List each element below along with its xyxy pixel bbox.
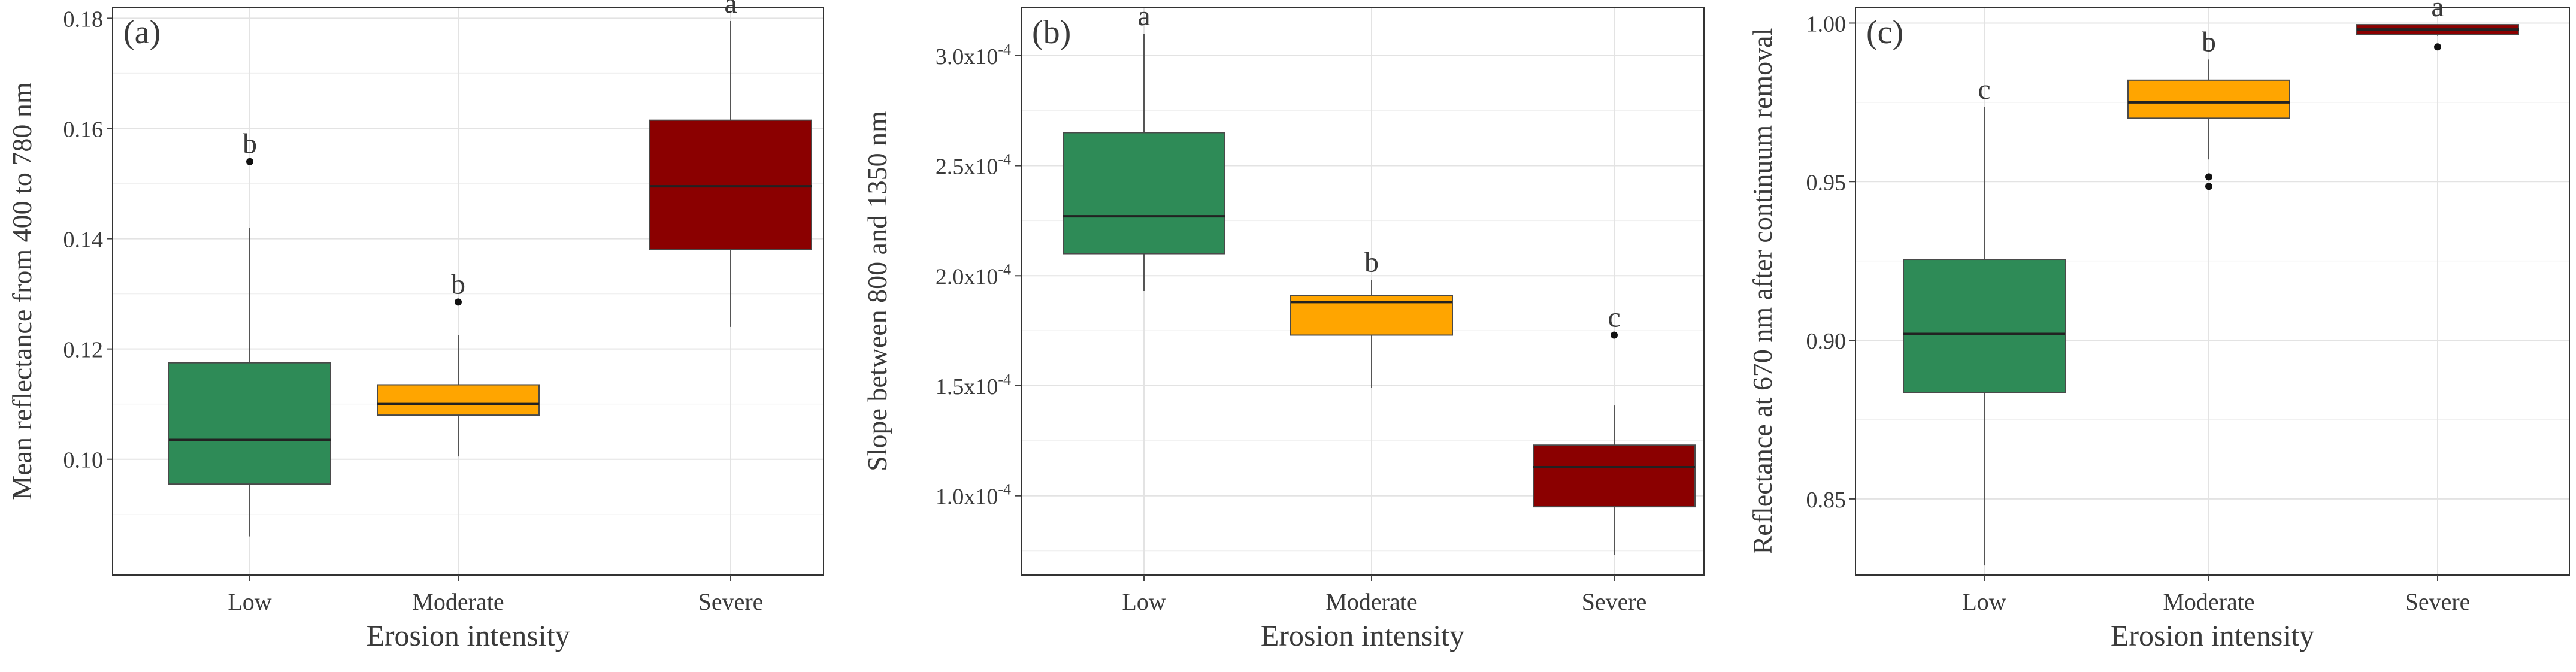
- box-body: [649, 119, 812, 250]
- box-low: c: [1903, 74, 2066, 566]
- box-severe: c: [1533, 301, 1696, 555]
- x-tick-label: Low: [1962, 588, 2006, 615]
- box-low: a: [1063, 0, 1225, 291]
- y-tick-label: 0.14: [63, 228, 104, 253]
- y-axis-title: Reflectance at 670 nm after continuum re…: [1747, 28, 1778, 555]
- significance-letter: b: [243, 128, 257, 160]
- significance-letter: c: [1978, 74, 1990, 105]
- significance-letter: b: [1364, 247, 1379, 279]
- box-moderate: b: [1290, 247, 1453, 388]
- x-tick-label: Moderate: [1325, 588, 1417, 615]
- box-body: [1063, 132, 1225, 255]
- y-tick-label: 3.0x10-4: [936, 41, 1011, 69]
- box-moderate: b: [377, 268, 540, 457]
- box-body: [168, 362, 331, 485]
- x-tick-label: Severe: [1582, 588, 1647, 615]
- y-tick-label: 2.5x10-4: [936, 151, 1011, 180]
- outlier-point: [2434, 43, 2441, 51]
- y-axis-title: Slope between 800 and 1350 nm: [862, 111, 892, 471]
- outlier-point: [1611, 331, 1618, 339]
- panel-border: [1855, 7, 2570, 576]
- x-tick-label: Moderate: [412, 588, 504, 615]
- significance-letter: c: [1608, 301, 1620, 333]
- y-axis-title: Mean reflectance from 400 to 780 nm: [7, 82, 37, 500]
- panel-border: [1021, 7, 1705, 576]
- box-severe: a: [2356, 0, 2519, 51]
- box-moderate: b: [2127, 26, 2290, 190]
- x-tick-label: Moderate: [2163, 588, 2254, 615]
- significance-letter: b: [451, 268, 465, 300]
- x-axis-title: Erosion intensity: [1261, 619, 1464, 652]
- box-body: [2127, 79, 2290, 119]
- y-tick-label: 1.0x10-4: [936, 481, 1011, 510]
- y-tick-label: 0.16: [63, 117, 104, 142]
- x-tick-label: Low: [1122, 588, 1166, 615]
- panel-label: (b): [1032, 14, 1071, 51]
- outlier-point: [2205, 183, 2212, 190]
- outlier-point: [455, 298, 462, 306]
- y-tick-label: 0.85: [1806, 488, 1847, 513]
- significance-letter: b: [2202, 26, 2216, 57]
- box-low: b: [168, 128, 331, 537]
- y-tick-label: 0.12: [63, 338, 104, 363]
- box-body: [1903, 259, 2066, 393]
- y-tick-label: 0.10: [63, 448, 104, 473]
- y-tick-label: 1.5x10-4: [936, 371, 1011, 399]
- box-body: [1533, 444, 1696, 508]
- panel-label: (a): [123, 14, 161, 51]
- significance-letter: a: [724, 0, 737, 19]
- outlier-point: [246, 158, 253, 165]
- x-axis-title: Erosion intensity: [366, 619, 570, 652]
- panel-2: 1.0x10-4 1.5x10-4 2.0x10-4 2.5x10-4 3.0x10-4…: [862, 0, 1705, 652]
- panel-1: 0.10 0.12 0.14 0.16 0.18 b b a Low Moderate Severe…: [7, 0, 824, 652]
- y-tick-label: 0.90: [1806, 329, 1847, 354]
- panel-border: [112, 7, 824, 576]
- outlier-point: [2205, 173, 2212, 181]
- panel-3: 0.85 0.90 0.95 1.00 c b a Low Moderate Severe Eros…: [1747, 0, 2570, 652]
- panel-label: (c): [1866, 14, 1903, 51]
- box-severe: a: [649, 0, 812, 327]
- y-tick-label: 0.95: [1806, 170, 1847, 195]
- significance-letter: a: [2431, 0, 2444, 23]
- y-tick-label: 2.0x10-4: [936, 261, 1011, 289]
- x-tick-label: Severe: [698, 588, 764, 615]
- x-axis-title: Erosion intensity: [2111, 619, 2314, 652]
- x-tick-label: Severe: [2405, 588, 2471, 615]
- y-tick-label: 0.18: [63, 7, 104, 32]
- plot-area: [113, 7, 824, 575]
- box-body: [377, 384, 540, 416]
- significance-letter: a: [1137, 0, 1150, 32]
- y-tick-label: 1.00: [1806, 11, 1847, 37]
- x-tick-label: Low: [228, 588, 271, 615]
